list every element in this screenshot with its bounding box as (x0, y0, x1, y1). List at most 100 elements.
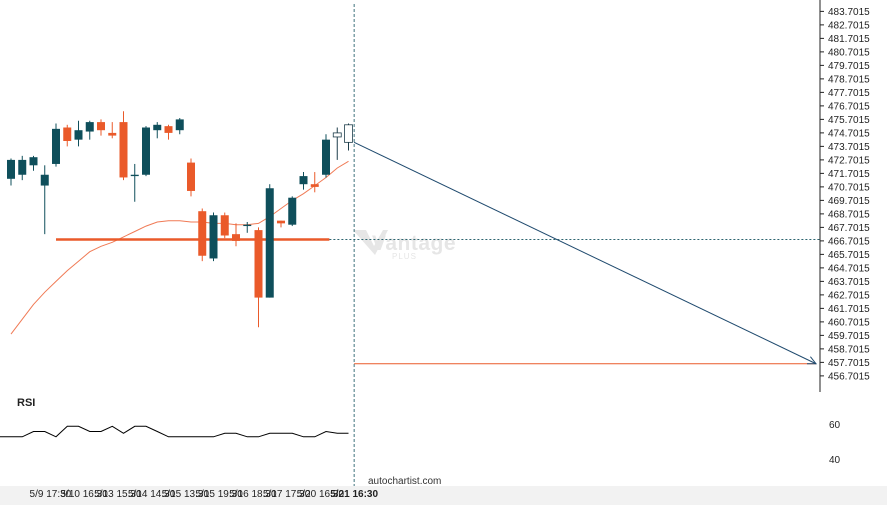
candle (265, 184, 274, 298)
time-axis: 5/9 17:305/10 16:305/13 15:305/14 14:305… (30, 489, 379, 500)
price-tick-label: 464.7015 (828, 263, 870, 274)
autochartist-credit: autochartist.com (368, 476, 441, 487)
candle-body (29, 157, 38, 166)
candle-body (209, 215, 218, 259)
candle (175, 118, 184, 135)
candle (40, 165, 49, 235)
rsi-tick-60: 60 (829, 420, 841, 431)
time-tick-label: 5/9 17:30 (30, 489, 72, 500)
candle-body (198, 211, 207, 256)
candle-body (288, 197, 297, 225)
price-tick-label: 467.7015 (828, 223, 870, 234)
candle-body (277, 220, 285, 224)
candle-body (310, 184, 319, 187)
candle-body (153, 124, 162, 131)
candle-body (187, 162, 195, 191)
candle-body (130, 174, 139, 177)
time-tick-label: 5/21 16:30 (330, 489, 378, 500)
price-tick-label: 482.7015 (828, 20, 870, 31)
candle (74, 120, 83, 147)
price-tick-label: 463.7015 (828, 277, 870, 288)
candle (119, 111, 128, 181)
watermark-text: Vantage (372, 232, 456, 255)
time-tick-label: 5/14 14:30 (128, 489, 176, 500)
price-tick-label: 456.7015 (828, 371, 870, 382)
rsi-label: RSI (17, 397, 35, 409)
forecast-arrowhead (806, 356, 818, 365)
candle (63, 124, 72, 147)
price-tick-label: 469.7015 (828, 196, 870, 207)
price-tick-label: 475.7015 (828, 115, 870, 126)
candle-body (254, 230, 263, 298)
time-tick-label: 5/17 17:30 (263, 489, 311, 500)
forecast-arrow (353, 141, 817, 365)
candle-body (164, 126, 173, 133)
price-tick-label: 459.7015 (828, 331, 870, 342)
candle (220, 212, 229, 239)
price-tick-label: 461.7015 (828, 304, 870, 315)
candle-body (299, 176, 308, 185)
candle (243, 222, 252, 233)
candle-body (63, 127, 72, 141)
time-tick-label: 5/15 13:30 (162, 489, 210, 500)
candle-body (322, 139, 330, 175)
price-tick-label: 477.7015 (828, 88, 870, 99)
price-tick-label: 468.7015 (828, 209, 870, 220)
candle (97, 119, 105, 136)
price-tick-label: 458.7015 (828, 344, 870, 355)
candle-body (85, 122, 94, 132)
time-tick-label: 5/13 15:30 (94, 489, 142, 500)
candle-body (175, 119, 184, 131)
candle (29, 155, 38, 171)
candle-body (97, 122, 105, 131)
candle (142, 126, 150, 177)
candle (85, 120, 94, 140)
candle-body (344, 124, 353, 143)
candle (7, 158, 15, 186)
time-tick-label: 5/10 16:30 (60, 489, 108, 500)
vantage-watermark-logo: Vantage PLUS (353, 230, 456, 261)
candle-body (74, 130, 83, 140)
candle (198, 208, 207, 262)
candle-body (7, 159, 15, 179)
candle (18, 155, 27, 181)
price-tick-label: 465.7015 (828, 250, 870, 261)
price-tick-label: 457.7015 (828, 358, 870, 369)
candle-body (220, 215, 229, 236)
moving-average-layer (10, 160, 349, 335)
watermark-subtext: PLUS (392, 252, 417, 261)
price-tick-label: 483.7015 (828, 7, 870, 18)
price-axis: 483.7015 482.7015 481.7015 480.7015 479.7015… (819, 0, 870, 392)
price-tick-label: 466.7015 (828, 236, 870, 247)
time-tick-label: 5/15 19:30 (195, 489, 243, 500)
price-tick-label: 481.7015 (828, 34, 870, 45)
candle (209, 212, 218, 262)
candle (322, 134, 330, 178)
candle-body (119, 122, 128, 178)
price-tick-label: 462.7015 (828, 290, 870, 301)
candle (332, 127, 342, 160)
candle-body (40, 174, 49, 186)
price-tick-label: 471.7015 (828, 169, 870, 180)
price-tick-label: 473.7015 (828, 142, 870, 153)
candle-body (332, 132, 342, 138)
candle-body (142, 127, 150, 175)
candle-body (108, 132, 117, 136)
price-tick-label: 470.7015 (828, 182, 870, 193)
time-tick-label: 5/20 16:30 (297, 489, 345, 500)
price-tick-label: 460.7015 (828, 317, 870, 328)
price-tick-label: 474.7015 (828, 128, 870, 139)
price-tick-label: 478.7015 (828, 74, 870, 85)
candle-body (265, 188, 274, 298)
time-axis-background (0, 486, 887, 505)
vantage-v-icon (353, 230, 388, 255)
candle (187, 158, 195, 197)
candle-body (232, 234, 240, 241)
rsi-line (0, 425, 349, 438)
moving-average-line (10, 160, 349, 335)
candle-body (52, 128, 60, 164)
candle (288, 196, 297, 227)
candle (232, 223, 240, 247)
candlestick-series (7, 111, 353, 328)
